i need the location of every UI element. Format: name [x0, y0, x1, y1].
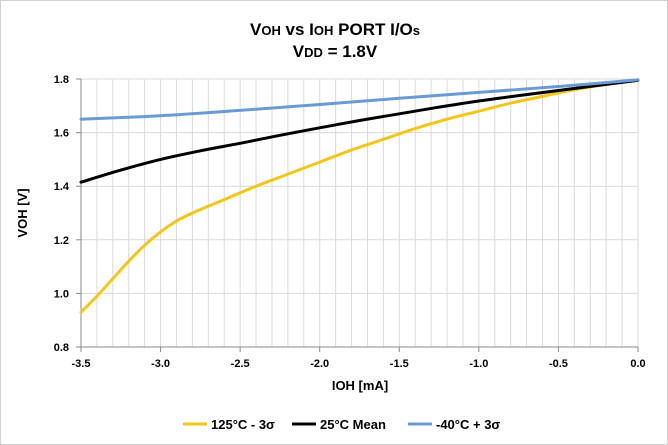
- x-axis-title: IOH [mA]: [332, 378, 388, 393]
- chart-title-part: OH: [314, 23, 334, 38]
- y-tick-label: 0.8: [54, 342, 69, 354]
- x-tick-label: 0.0: [630, 358, 645, 370]
- chart-title-part: OH: [261, 23, 281, 38]
- x-tick-label: -1.0: [469, 358, 488, 370]
- chart-subtitle: VDD = 1.8V: [293, 42, 378, 61]
- chart-subtitle-part: = 1.8V: [323, 42, 378, 61]
- chart-subtitle-part: V: [293, 42, 305, 61]
- grid-layer: [80, 78, 639, 348]
- chart-subtitle-part: DD: [304, 45, 323, 60]
- legend-label-1: 25°C Mean: [320, 417, 386, 432]
- x-tick-label: -2.0: [310, 358, 329, 370]
- chart-title-part: PORT I/O: [333, 20, 412, 39]
- series-line-0: [79, 78, 640, 314]
- chart-title-part: vs I: [281, 20, 314, 39]
- chart-title-part: s: [413, 23, 420, 38]
- x-tick-label: -2.5: [231, 358, 250, 370]
- legend-layer: 125°C - 3σ 25°C Mean -40°C + 3σ: [183, 417, 500, 432]
- chart-title-part: V: [250, 20, 262, 39]
- series-line-2: [79, 78, 640, 121]
- legend-label-2: -40°C + 3σ: [436, 417, 500, 432]
- x-tick-label: -3.0: [151, 358, 170, 370]
- y-tick-label: 1.6: [54, 128, 69, 140]
- y-tick-label: 1.4: [54, 181, 70, 193]
- y-tick-label: 1.2: [54, 235, 69, 247]
- y-axis-title: VOH [V]: [15, 188, 30, 237]
- x-tick-label: -0.5: [549, 358, 568, 370]
- y-tick-label: 1.8: [54, 74, 69, 86]
- x-tick-label: -1.5: [390, 358, 409, 370]
- y-tick-label: 1.0: [54, 288, 69, 300]
- series-line-1: [79, 78, 640, 184]
- x-tick-label: -3.5: [72, 358, 91, 370]
- axis-layer: [76, 78, 639, 352]
- series-layer: [79, 78, 640, 314]
- legend-label-0: 125°C - 3σ: [211, 417, 275, 432]
- chart-title: VOH vs IOH PORT I/Os: [250, 20, 420, 39]
- text-layer: -3.5 -3.0 -2.5 -2.0 -1.5 -1.0 -0.5 0.0 0.8 1.0 1.2…: [15, 20, 646, 393]
